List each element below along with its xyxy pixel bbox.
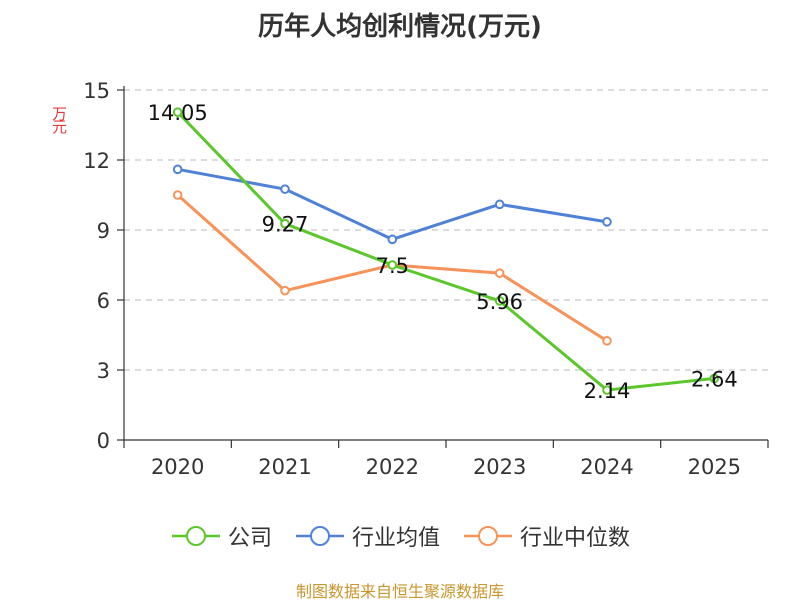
data-label: 2.14 [584, 379, 631, 403]
data-point-1 [494, 199, 505, 210]
legend-item-industry-average[interactable]: 行业均值 [294, 520, 440, 552]
data-point-1 [602, 217, 612, 227]
data-label: 9.27 [262, 213, 309, 237]
data-point-2 [494, 268, 505, 278]
data-source-note: 制图数据来自恒生聚源数据库 [295, 582, 504, 601]
legend-marker-icon [171, 526, 220, 546]
legend-marker-icon [464, 526, 512, 546]
y-tick-label: 6 [97, 289, 110, 313]
x-tick-label: 2025 [688, 455, 741, 479]
y-tick-label: 15 [83, 79, 110, 103]
legend-label: 行业中位数 [520, 526, 631, 551]
data-point-0 [602, 385, 612, 395]
data-label: 5.96 [476, 290, 523, 314]
y-tick-label: 9 [97, 219, 110, 243]
data-point-2 [602, 336, 612, 346]
y-tick-label: 3 [97, 359, 110, 383]
data-label: 7.5 [376, 254, 409, 278]
legend-marker-icon [295, 526, 344, 546]
x-tick-label: 2020 [151, 455, 204, 479]
chart-title: 历年人均创利情况(万元) [258, 12, 542, 42]
data-point-2 [280, 285, 290, 296]
chart-legend: 公司 行业均值 行业中位数 [0, 520, 800, 552]
x-tick-label: 2023 [473, 455, 526, 479]
x-tick-label: 2021 [258, 455, 311, 479]
y-tick-label: 0 [97, 429, 110, 453]
legend-label: 公司 [227, 526, 272, 551]
legend-item-company[interactable]: 公司 [170, 520, 272, 552]
x-tick-label: 2022 [366, 455, 419, 479]
data-label: 14.05 [148, 101, 208, 125]
data-point-0 [709, 373, 720, 384]
data-point-0 [387, 260, 398, 270]
data-point-0 [494, 296, 505, 306]
y-axis-unit-label: 万元 [50, 106, 68, 132]
legend-item-industry-median[interactable]: 行业中位数 [462, 520, 630, 552]
y-tick-label: 12 [83, 149, 110, 173]
data-label: 2.64 [691, 367, 738, 391]
series-line-0 [176, 111, 715, 392]
data-point-1 [387, 234, 398, 245]
x-tick-label: 2024 [580, 455, 633, 479]
data-point-0 [280, 218, 290, 229]
data-point-0 [172, 107, 183, 117]
legend-label: 行业均值 [351, 526, 440, 551]
data-point-1 [280, 184, 290, 194]
data-point-1 [172, 164, 183, 175]
data-point-2 [172, 190, 183, 200]
